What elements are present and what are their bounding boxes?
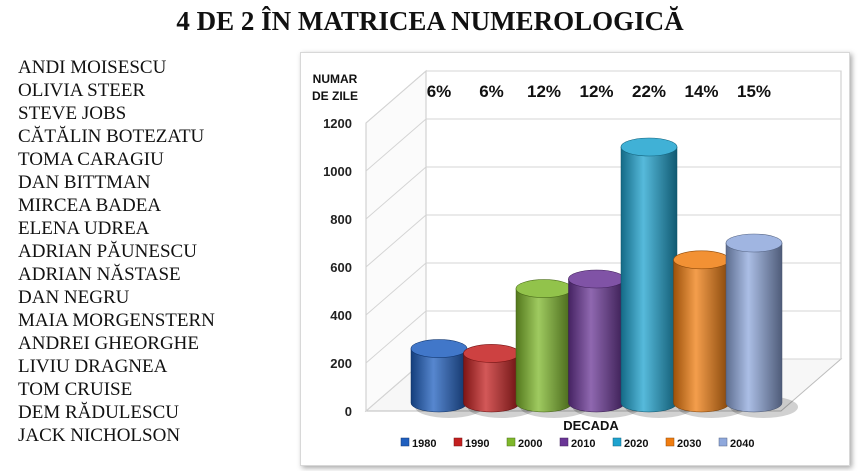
legend-label-1980: 1980 bbox=[412, 438, 436, 450]
legend-swatch-1980 bbox=[400, 437, 410, 447]
bar-2020 bbox=[620, 146, 678, 413]
name-item: DAN NEGRU bbox=[18, 287, 130, 308]
name-item: TOMA CARAGIU bbox=[18, 149, 164, 170]
legend-label-2020: 2020 bbox=[624, 438, 648, 450]
bar-top-2030 bbox=[673, 250, 730, 270]
bar-top-2000 bbox=[515, 279, 573, 298]
legend-swatch-2010 bbox=[559, 437, 569, 447]
bar-top-1990 bbox=[463, 344, 520, 363]
name-item: OLIVIA STEER bbox=[18, 80, 146, 101]
y-tick-label: 0 bbox=[345, 404, 352, 419]
bar-1980 bbox=[410, 348, 468, 413]
legend-label-2010: 2010 bbox=[571, 438, 595, 450]
percentage-label: 12% bbox=[527, 82, 561, 101]
name-item: ELENA UDREA bbox=[18, 218, 150, 239]
names-list: ANDI MOISESCU OLIVIA STEER STEVE JOBS CĂTĂL… bbox=[18, 56, 215, 447]
percentage-label: 6% bbox=[479, 82, 504, 101]
bar-2030 bbox=[673, 259, 730, 413]
y-axis-title: NUMAR bbox=[313, 72, 358, 86]
name-item: ANDREI GHEORGHE bbox=[18, 333, 200, 354]
legend-swatch-2000 bbox=[506, 437, 516, 447]
name-item: CĂTĂLIN BOTEZATU bbox=[18, 126, 205, 147]
gridline bbox=[365, 166, 841, 220]
percentage-label: 6% bbox=[427, 82, 452, 101]
name-item: TOM CRUISE bbox=[18, 379, 133, 400]
bar-top-2010 bbox=[568, 269, 625, 289]
legend-label-2000: 2000 bbox=[518, 438, 542, 450]
y-tick-label: 800 bbox=[330, 212, 352, 227]
percentage-label: 12% bbox=[579, 82, 613, 101]
x-axis-title: DECADA bbox=[563, 418, 619, 433]
name-item: JACK NICHOLSON bbox=[18, 425, 181, 446]
bar-2040 bbox=[725, 242, 783, 413]
percentage-label: 22% bbox=[632, 82, 666, 101]
bar-chart: 0 200 400 600 800 1000 1200 NUMAR DE ZILE 6% 6% 12%… bbox=[312, 69, 843, 450]
bar-2000 bbox=[515, 288, 573, 413]
name-item: ANDI MOISESCU bbox=[18, 57, 167, 78]
name-item: ADRIAN NĂSTASE bbox=[18, 264, 181, 285]
legend-swatch-2040 bbox=[718, 437, 728, 447]
y-tick-label: 1000 bbox=[323, 164, 352, 179]
name-item: MIRCEA BADEA bbox=[18, 195, 162, 216]
legend-label-2030: 2030 bbox=[677, 438, 701, 450]
y-tick-label: 400 bbox=[330, 308, 352, 323]
name-item: MAIA MORGENSTERN bbox=[18, 310, 215, 331]
name-item: DAN BITTMAN bbox=[18, 172, 151, 193]
percentage-label: 14% bbox=[684, 82, 718, 101]
bar-2010 bbox=[568, 278, 625, 413]
name-item: DEM RĂDULESCU bbox=[18, 402, 179, 423]
bar-top-1980 bbox=[410, 339, 468, 358]
percentage-label: 15% bbox=[737, 82, 771, 101]
bar-top-2020 bbox=[620, 137, 678, 157]
name-item: LIVIU DRAGNEA bbox=[18, 356, 168, 377]
name-item: ADRIAN PĂUNESCU bbox=[18, 241, 197, 262]
gridline bbox=[365, 214, 841, 268]
legend-swatch-2020 bbox=[612, 437, 622, 447]
chart-frame: 0 200 400 600 800 1000 1200 NUMAR DE ZILE 6% 6% 12%… bbox=[300, 52, 850, 466]
bar-top-2040 bbox=[725, 233, 783, 253]
name-item: STEVE JOBS bbox=[18, 103, 127, 124]
y-tick-label: 1200 bbox=[323, 116, 352, 131]
legend-swatch-2030 bbox=[665, 437, 675, 447]
y-axis-title: DE ZILE bbox=[312, 89, 358, 103]
legend-label-1990: 1990 bbox=[465, 438, 489, 450]
chart-title: 4 DE 2 ÎN MATRICEA NUMEROLOGICĂ bbox=[176, 6, 684, 36]
gridline bbox=[365, 70, 841, 124]
y-tick-label: 200 bbox=[330, 356, 352, 371]
legend-label-2040: 2040 bbox=[730, 438, 754, 450]
gridline bbox=[365, 118, 841, 172]
y-tick-label: 600 bbox=[330, 260, 352, 275]
legend-swatch-1990 bbox=[453, 437, 463, 447]
